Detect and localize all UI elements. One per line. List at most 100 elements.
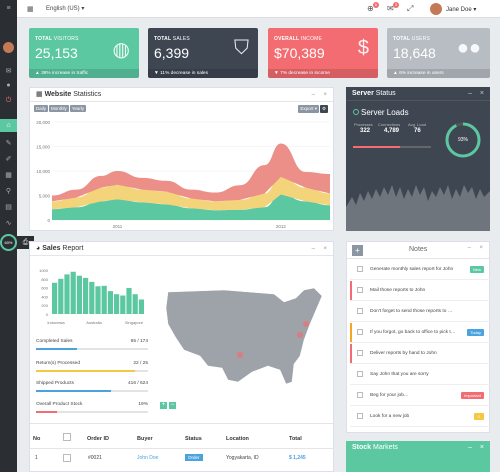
trend-arrow-icon: ▲ — [393, 71, 400, 76]
col-header-no: No — [33, 436, 41, 442]
note-text: Beg for your job... — [370, 393, 408, 398]
tab-monthly[interactable]: Monthly — [49, 105, 69, 112]
note-checkbox[interactable] — [357, 266, 363, 272]
minimize-icon[interactable]: – — [468, 90, 472, 97]
user-avatar[interactable] — [430, 3, 442, 15]
pencil-icon[interactable]: ✎ — [5, 139, 12, 147]
sales-bar — [83, 277, 89, 314]
y-tick-label: 200 — [41, 303, 48, 308]
tab-yearly[interactable]: Yearly — [69, 105, 87, 112]
x-tick-label: Indonesia — [47, 320, 65, 325]
panel-title-bold: Stock — [352, 444, 372, 451]
server-col-processes: Processes — [354, 122, 373, 127]
note-text: Say John that you are sorry — [370, 372, 429, 377]
note-checkbox[interactable] — [357, 371, 363, 377]
panel-title-rest: Statistics — [71, 91, 102, 98]
row-buyer-link[interactable]: John Doe — [137, 455, 159, 461]
note-text: Deliver reports by hand to John — [370, 351, 437, 356]
stock-markets-panel: Stock Markets – × — [346, 441, 490, 472]
close-icon[interactable]: × — [323, 92, 327, 98]
note-tag: New — [469, 266, 484, 273]
panel-title: Notes — [409, 246, 428, 253]
minimize-icon[interactable]: – — [467, 245, 471, 251]
zoom-out-button[interactable]: − — [169, 402, 176, 409]
note-item[interactable]: Look for a new job ☺ — [350, 406, 490, 427]
note-checkbox[interactable] — [357, 392, 363, 398]
progress-fill — [36, 390, 112, 392]
note-checkbox[interactable] — [357, 413, 363, 419]
power-icon[interactable]: ⏻ — [5, 96, 12, 104]
sales-bar — [52, 282, 58, 314]
trend-arrow-icon: ▼ — [154, 71, 161, 76]
minimize-icon[interactable]: – — [311, 246, 315, 252]
chart-icon: ▦ — [36, 91, 45, 98]
minimize-icon[interactable]: – — [468, 444, 472, 451]
mail-icon[interactable]: ✉ — [5, 67, 12, 75]
menu-icon[interactable]: ≡ — [6, 5, 11, 12]
language-select[interactable]: English (US) ▾ — [46, 6, 85, 12]
y-tick-label: 0 — [46, 312, 49, 317]
minimize-icon[interactable]: – — [311, 92, 315, 98]
edit-icon[interactable]: ✐ — [5, 155, 12, 163]
apps-grid-icon[interactable]: ▦ — [27, 6, 34, 13]
note-item[interactable]: Mail those reports to John — [350, 280, 490, 301]
stat-value: 6,399 — [154, 45, 190, 61]
chart-line-icon[interactable]: ∿ — [5, 219, 12, 227]
progress-fill — [36, 370, 135, 372]
server-val-processes: 322 — [360, 128, 371, 134]
sidebar-avatar[interactable] — [3, 42, 14, 53]
inbox-icon[interactable]: ▤ — [5, 203, 12, 211]
user-name: Jane Doe — [446, 7, 472, 13]
note-item[interactable]: Beg for your job... Important — [350, 385, 490, 406]
notif-badge-1: 6 — [373, 2, 379, 8]
note-text: Don't forget to send those reports to … — [370, 309, 453, 314]
tab-daily[interactable]: Daily — [34, 105, 49, 112]
add-note-button[interactable]: + — [352, 245, 363, 256]
divider — [29, 448, 334, 449]
trend-arrow-icon: ▲ — [35, 71, 42, 76]
progress-track — [36, 390, 148, 392]
progress-value: 19% — [138, 402, 148, 407]
stat-value: $70,389 — [274, 45, 325, 61]
expand-icon[interactable]: ⤢ — [407, 4, 414, 13]
sales-bar — [101, 285, 107, 314]
note-checkbox[interactable] — [357, 287, 363, 293]
col-header-status: Status — [185, 436, 202, 442]
export-button[interactable]: Export ▾ — [298, 105, 319, 113]
row-checkbox[interactable] — [63, 454, 71, 462]
select-all-checkbox[interactable] — [63, 433, 71, 441]
note-checkbox[interactable] — [357, 350, 363, 356]
settings-icon[interactable]: ⚙ — [319, 105, 328, 113]
note-priority-bar — [350, 344, 352, 363]
close-icon[interactable]: × — [323, 246, 327, 252]
note-item[interactable]: Deliver reports by hand to John — [350, 343, 490, 364]
close-icon[interactable]: × — [479, 444, 484, 451]
map-marker-icon[interactable]: ⚲ — [5, 187, 12, 195]
row-no: 1 — [35, 455, 38, 461]
close-icon[interactable]: × — [479, 245, 483, 251]
stat-footer: ▲ 38% increase in traffic — [29, 69, 139, 78]
y-tick-label: 5,000 — [39, 194, 51, 199]
progress-fill — [36, 348, 78, 350]
stat-footer-text: 11% decrease in sales — [160, 71, 209, 76]
note-item[interactable]: Don't forget to send those reports to … — [350, 301, 490, 322]
user-menu[interactable]: Jane Doe ▾ — [446, 7, 477, 13]
stat-footer: ▼ 11% decrease in sales — [148, 69, 258, 78]
chat-icon[interactable]: ● — [6, 82, 11, 89]
note-checkbox[interactable] — [357, 308, 363, 314]
stat-label-bold: OVERALL — [274, 36, 300, 42]
pie-chart-icon: ◕ — [36, 245, 43, 252]
grid-icon[interactable]: ▦ — [5, 171, 12, 179]
status-dot-icon — [353, 109, 359, 115]
home-icon[interactable]: ⌂ — [0, 119, 17, 132]
note-checkbox[interactable] — [357, 329, 363, 335]
note-item[interactable]: Generate monthly sales report for John Ne… — [350, 259, 490, 280]
stat-label: OVERALL INCOME — [274, 36, 322, 42]
mail-icon[interactable]: ✉ — [387, 4, 394, 13]
close-icon[interactable]: × — [479, 90, 484, 97]
note-item[interactable]: Say John that you are sorry — [350, 364, 490, 385]
zoom-in-button[interactable]: + — [160, 402, 167, 409]
panel-header: Server Status – × — [346, 87, 490, 101]
globe-notification-icon[interactable]: ⊕ — [367, 4, 374, 13]
note-item[interactable]: If you forgot, go back to office to pick… — [350, 322, 490, 343]
